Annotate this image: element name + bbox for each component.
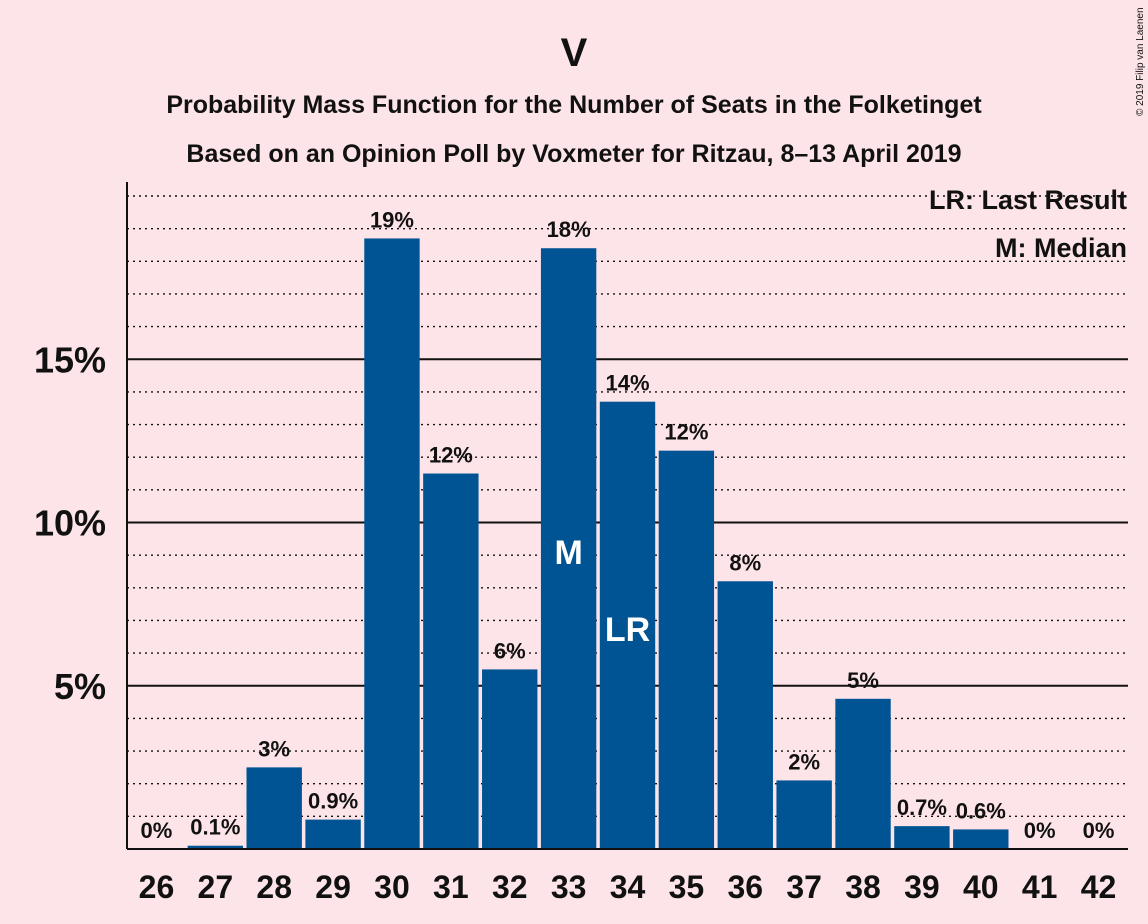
x-tick-label-31: 31 [433,869,469,905]
data-label-38: 5% [847,668,879,693]
data-label-40: 0.6% [956,798,1006,823]
bar-29 [305,819,361,849]
x-tick-label-34: 34 [610,869,646,905]
x-tick-labels: 26 27 28 29 30 31 32 33 34 35 36 37 38 39 40 41 42 [139,869,1117,905]
x-tick-label-42: 42 [1081,869,1117,905]
bar-markers: M LR [554,534,650,649]
x-tick-label-26: 26 [139,869,175,905]
bars [187,238,1009,850]
y-tick-label: 5% [54,666,106,707]
bar-33 [540,248,597,850]
data-label-30: 19% [370,207,414,232]
data-label-31: 12% [429,443,473,468]
marker-lr: LR [605,611,650,649]
data-label-28: 3% [258,736,290,761]
bar-28 [246,767,302,849]
x-tick-label-36: 36 [727,869,763,905]
bar-38 [835,698,891,849]
y-tick-label: 10% [34,503,106,544]
x-tick-label-27: 27 [198,869,234,905]
bar-37 [776,780,832,849]
bar-27 [187,845,244,849]
data-label-35: 12% [664,420,708,445]
chart-title: V [561,31,588,75]
bar-34 [599,401,656,849]
x-tick-label-28: 28 [256,869,292,905]
copyright-credit: © 2019 Filip van Laenen [1135,7,1146,116]
x-tick-label-40: 40 [963,869,999,905]
chart-subtitle: Probability Mass Function for the Number… [166,91,982,119]
gridlines [127,195,1128,818]
data-label-29: 0.9% [308,789,358,814]
data-label-32: 6% [494,638,526,663]
legend-median: M: Median [995,233,1127,263]
data-label-36: 8% [729,550,761,575]
x-tick-label-29: 29 [315,869,351,905]
x-tick-label-33: 33 [551,869,587,905]
bar-39 [894,826,950,849]
data-labels: 0% 0.1% 3% 0.9% 19% 12% 6% 18% 14% 12% 8% 2% 5% 0.7% 0… [141,207,1115,843]
bar-30 [364,238,420,849]
data-label-41: 0% [1024,818,1056,843]
data-label-27: 0.1% [190,815,240,840]
data-label-42: 0% [1083,818,1115,843]
data-label-39: 0.7% [897,795,947,820]
y-tick-label: 15% [34,339,106,380]
legend-last-result: LR: Last Result [929,185,1127,215]
bar-40 [953,829,1009,849]
x-tick-label-38: 38 [845,869,881,905]
y-tick-labels: 5% 10% 15% [34,339,106,707]
bar-32 [482,669,538,849]
chart-subtitle-2: Based on an Opinion Poll by Voxmeter for… [186,140,961,168]
x-tick-label-30: 30 [374,869,410,905]
data-label-37: 2% [788,749,820,774]
x-tick-label-39: 39 [904,869,940,905]
x-tick-label-37: 37 [786,869,822,905]
x-tick-label-35: 35 [669,869,705,905]
x-tick-label-41: 41 [1022,869,1058,905]
x-tick-label-32: 32 [492,869,528,905]
bar-35 [658,450,715,849]
bar-31 [423,473,479,849]
marker-m: M [554,534,582,572]
data-label-33: 18% [547,217,591,242]
data-label-26: 0% [141,818,173,843]
data-label-34: 14% [605,371,649,396]
bar-36 [717,581,773,849]
